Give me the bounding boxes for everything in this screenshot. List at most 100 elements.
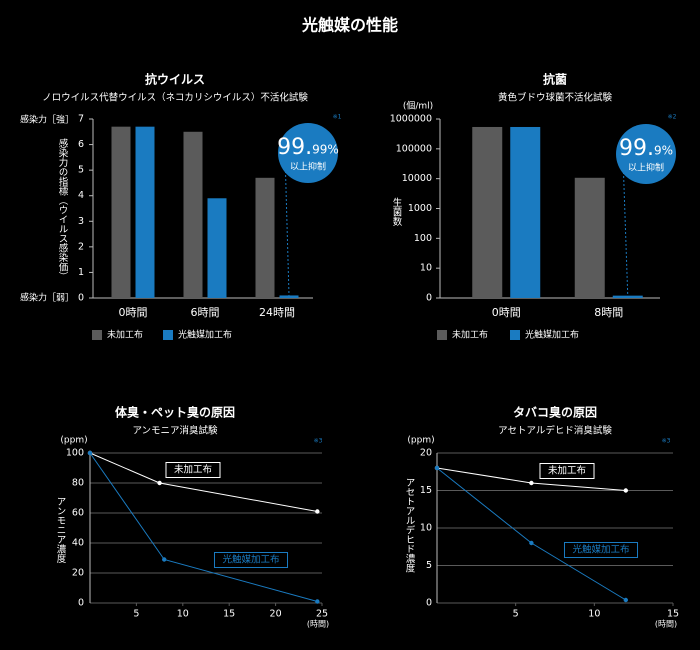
bar xyxy=(279,295,299,298)
badge-caption: 以上抑制 xyxy=(628,162,664,174)
badge-leader xyxy=(285,170,290,296)
y-tick-label: 7 xyxy=(78,114,84,125)
badge-leader xyxy=(623,171,629,296)
bar xyxy=(612,295,643,298)
legend-label: 未加工布 xyxy=(107,329,143,341)
series-label-box xyxy=(213,552,289,568)
chart-title: 体臭・ペット臭の原因 xyxy=(115,405,235,420)
x-tick-label: 10 xyxy=(177,609,189,620)
x-tick-label: 25 xyxy=(316,609,328,620)
series-label-box xyxy=(563,542,639,558)
legend-swatch xyxy=(92,330,102,340)
series-label: 未加工布 xyxy=(174,464,212,476)
note: ※2 xyxy=(668,114,677,121)
y-tick-label: 1 xyxy=(78,267,84,278)
x-tick-label: 5 xyxy=(513,609,519,620)
chart-title: タバコ臭の原因 xyxy=(513,405,597,420)
y-unit: (ppm) xyxy=(60,436,87,446)
point xyxy=(315,509,320,514)
series-label: 光触媒加工布 xyxy=(572,544,629,556)
x-tick-label: 0時間 xyxy=(119,306,148,319)
badge-value-small: 99% xyxy=(312,143,339,157)
x-tick-label: 8時間 xyxy=(594,306,623,319)
y-tick-label: 20 xyxy=(420,448,432,459)
badge xyxy=(278,123,338,183)
y-tick-label: 80 xyxy=(72,478,84,489)
series-label: 光触媒加工布 xyxy=(222,554,279,566)
point xyxy=(623,488,628,493)
point xyxy=(315,599,320,604)
point xyxy=(162,557,167,562)
y-tick-label: 3 xyxy=(78,216,84,227)
y-tick-label: 10000 xyxy=(402,173,432,184)
chart-title: 抗菌 xyxy=(543,72,567,87)
legend-label: 光触媒加工布 xyxy=(178,329,232,341)
y-tick-label: 1000000 xyxy=(390,114,432,125)
point xyxy=(529,480,534,486)
chart-title: 抗ウイルス xyxy=(145,72,205,87)
x-tick-label: 15 xyxy=(667,609,679,620)
y-axis-label: アセトアルデヒド濃度 xyxy=(404,478,416,574)
y-tick-label: 2 xyxy=(78,241,84,252)
y-tick-label: 0 xyxy=(426,293,432,304)
x-axis-label: (時間) xyxy=(655,620,677,629)
bar xyxy=(135,126,155,299)
bar xyxy=(111,126,131,299)
series-label-box xyxy=(539,463,595,479)
bar xyxy=(207,198,227,298)
y-tick-label: 6 xyxy=(78,139,84,150)
bar xyxy=(255,177,275,298)
legend-swatch xyxy=(437,330,447,340)
y-tick-label: 20 xyxy=(72,568,84,579)
series-label: 未加工布 xyxy=(548,465,586,477)
y-tick-label: 0 xyxy=(426,598,432,609)
point xyxy=(87,450,93,456)
y-tick-label: 40 xyxy=(72,538,84,549)
point xyxy=(529,540,534,546)
y-tick-label: 5 xyxy=(78,165,84,176)
badge-value: 99. xyxy=(277,135,312,160)
chart-subtitle: アセトアルデヒド消臭試験 xyxy=(498,425,612,437)
note: ※3 xyxy=(662,438,671,445)
y-axis-label: 生菌数 xyxy=(391,197,403,227)
y-bottom-label: 感染力［弱］ xyxy=(20,292,74,304)
bar xyxy=(510,126,541,299)
y-axis-label: アンモニア濃度 xyxy=(55,497,67,564)
legend-label: 未加工布 xyxy=(452,329,488,341)
y-tick-label: 100 xyxy=(414,233,432,244)
note: ※1 xyxy=(333,114,342,121)
legend-swatch xyxy=(510,330,520,340)
x-tick-label: 10 xyxy=(588,609,600,620)
x-tick-label: 5 xyxy=(133,609,139,620)
chart-subtitle: 黄色ブドウ球菌不活化試験 xyxy=(498,92,613,104)
bar xyxy=(472,126,503,299)
badge-caption: 以上抑制 xyxy=(290,161,326,173)
x-tick-label: 0時間 xyxy=(492,306,521,319)
series-label-box xyxy=(165,462,221,478)
y-tick-label: 1000 xyxy=(408,203,432,214)
y-tick-label: 10 xyxy=(420,523,432,534)
x-tick-label: 15 xyxy=(223,609,235,620)
badge xyxy=(616,124,676,184)
y-tick-label: 100000 xyxy=(396,143,432,154)
y-tick-label: 0 xyxy=(78,293,84,304)
bar xyxy=(183,131,203,298)
chart-subtitle: アンモニア消臭試験 xyxy=(132,425,218,437)
y-tick-label: 10 xyxy=(420,263,432,274)
x-axis-label: (時間) xyxy=(307,620,329,629)
y-axis-label: 感染力の指標（ウイルス感染価） xyxy=(57,138,69,281)
legend-swatch xyxy=(163,330,173,340)
point xyxy=(157,480,162,486)
y-unit: (個/ml) xyxy=(403,100,433,112)
y-tick-label: 15 xyxy=(420,485,432,496)
x-tick-label: 24時間 xyxy=(259,306,295,319)
legend-label: 光触媒加工布 xyxy=(525,329,579,341)
y-unit: (ppm) xyxy=(407,436,434,446)
note: ※3 xyxy=(314,438,323,445)
bar xyxy=(574,177,605,298)
y-tick-label: 5 xyxy=(426,560,432,571)
page-title: 光触媒の性能 xyxy=(301,16,398,35)
